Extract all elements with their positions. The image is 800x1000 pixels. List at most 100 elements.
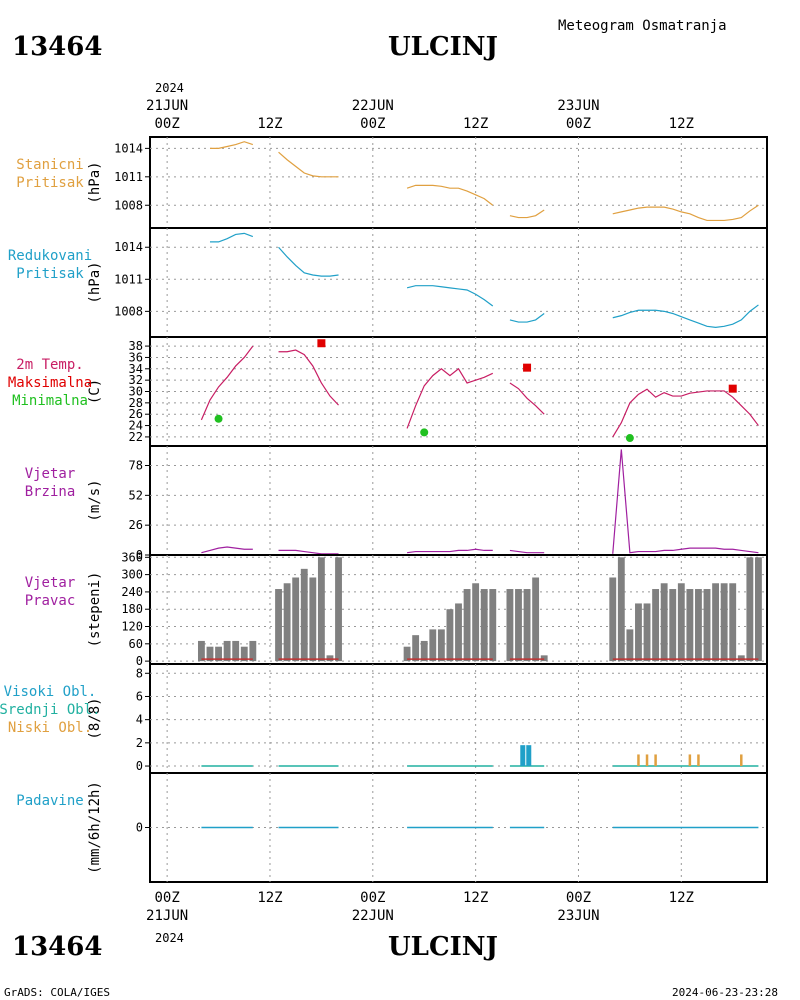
series-line-station_pressure [209, 141, 254, 149]
ytick-label: 0 [136, 759, 143, 773]
wind-direction-bar [489, 589, 497, 662]
ytick-label: 300 [121, 568, 143, 582]
wind-direction-bar [669, 589, 677, 662]
station-name-top: ULCINJ [388, 32, 498, 62]
unit-label-temperature: (C) [87, 379, 103, 404]
ytick-label: 38 [129, 339, 143, 353]
wind-direction-bar [703, 589, 711, 662]
wind-direction-bar [300, 568, 308, 662]
ytick-label: 4 [136, 713, 143, 727]
series-line-wind_speed [612, 449, 759, 554]
ytick-label: 1014 [114, 240, 143, 254]
series-line-reduced_pressure [612, 304, 759, 328]
max-temp-point [728, 384, 737, 393]
time-tick-top: 00Z [566, 116, 591, 132]
series-line-wind_speed [278, 549, 339, 555]
ytick-label: 24 [129, 419, 143, 433]
wind-direction-bar [660, 583, 668, 662]
wind-direction-bar [686, 589, 694, 662]
panel-label-wind_direction: Pravac [25, 593, 76, 609]
product-title: Meteogram Osmatranja [558, 18, 727, 34]
panel-label-temperature: Maksimalna [8, 375, 92, 391]
ytick-label: 36 [129, 350, 143, 364]
ytick-label: 2 [136, 736, 143, 750]
wind-direction-bar [635, 603, 642, 662]
ytick-label: 1008 [114, 198, 143, 212]
wind-direction-bar [746, 557, 754, 662]
cloud-bar [637, 754, 640, 767]
ytick-label: 240 [121, 585, 143, 599]
wind-direction-bar [309, 577, 317, 662]
min-temp-point [625, 434, 634, 443]
series-line-temperature [278, 349, 339, 406]
panel-label-station_pressure: Pritisak [16, 175, 84, 191]
panel-label-reduced_pressure: Pritisak [16, 266, 84, 282]
series-line-station_pressure [406, 184, 494, 206]
ytick-label: 26 [129, 407, 143, 421]
wind-direction-bar [403, 646, 411, 662]
wind-direction-bar [215, 646, 222, 662]
ytick-label: 1011 [114, 272, 143, 286]
time-tick-bottom: 12Z [257, 890, 282, 906]
panel-label-precip: Padavine [16, 793, 83, 809]
series-line-temperature [612, 388, 759, 438]
time-tick-bottom: 00Z [360, 890, 385, 906]
wind-direction-bar [335, 557, 342, 662]
max-temp-point [523, 363, 532, 372]
panel-label-wind_direction: Vjetar [25, 575, 76, 591]
wind-direction-bar [626, 629, 634, 662]
panel-label-cloud: Niski Obl. [8, 720, 92, 736]
date-label-top: 21JUN [146, 98, 188, 114]
wind-direction-bar [609, 577, 617, 662]
ytick-label: 78 [129, 459, 143, 473]
panel-frame-temperature [149, 336, 768, 447]
wind-direction-bar [240, 646, 248, 662]
ytick-label: 32 [129, 373, 143, 387]
series-line-wind_speed [407, 548, 493, 554]
ytick-label: 1014 [114, 141, 143, 155]
series-line-reduced_pressure [209, 232, 254, 243]
wind-direction-bar [283, 583, 291, 662]
cloud-bar [740, 754, 743, 767]
date-label-top: 23JUN [557, 98, 599, 114]
panel-label-wind_speed: Vjetar [25, 466, 76, 482]
wind-direction-bar [455, 603, 462, 662]
date-label-bottom: 22JUN [352, 908, 394, 924]
ytick-label: 360 [121, 550, 143, 564]
wind-direction-bar [275, 589, 282, 662]
unit-label-station_pressure: (hPa) [87, 161, 103, 203]
min-temp-point [214, 414, 223, 423]
date-label-top: 22JUN [352, 98, 394, 114]
wind-direction-bar [429, 629, 437, 662]
footer-right: 2024-06-23-23:28 [672, 986, 778, 999]
series-line-reduced_pressure [278, 246, 339, 277]
panel-label-temperature: Minimalna [12, 393, 88, 409]
cloud-bar [688, 754, 692, 767]
ytick-label: 8 [136, 666, 143, 680]
ytick-label: 180 [121, 602, 143, 616]
wind-direction-bar [677, 583, 685, 662]
series-line-temperature [509, 382, 545, 415]
wind-direction-bar [249, 640, 257, 662]
wind-direction-bar [480, 589, 488, 662]
ytick-label: 26 [129, 518, 143, 532]
ytick-label: 0 [136, 654, 143, 668]
wind-direction-bar [232, 640, 240, 662]
wind-direction-bar [712, 583, 720, 662]
wind-direction-bar [420, 640, 428, 662]
cloud-bar [520, 745, 526, 767]
wind-direction-bar [206, 646, 214, 662]
series-line-wind_speed [509, 549, 545, 554]
plot-layer: 00Z 00Z 21JUN 21JUN 12Z 12Z 00Z 00Z 22JUN 22JUN 12… [0, 98, 768, 924]
wind-direction-bar [737, 655, 745, 662]
station-id-top: 13464 [12, 32, 102, 62]
date-label-bottom: 21JUN [146, 908, 188, 924]
time-tick-bottom: 00Z [566, 890, 591, 906]
ytick-label: 0 [136, 548, 143, 562]
series-line-temperature [406, 367, 494, 429]
wind-direction-bar [755, 557, 762, 662]
time-tick-top: 12Z [257, 116, 282, 132]
time-tick-bottom: 12Z [669, 890, 694, 906]
panel-label-temperature: 2m Temp. [16, 357, 83, 373]
